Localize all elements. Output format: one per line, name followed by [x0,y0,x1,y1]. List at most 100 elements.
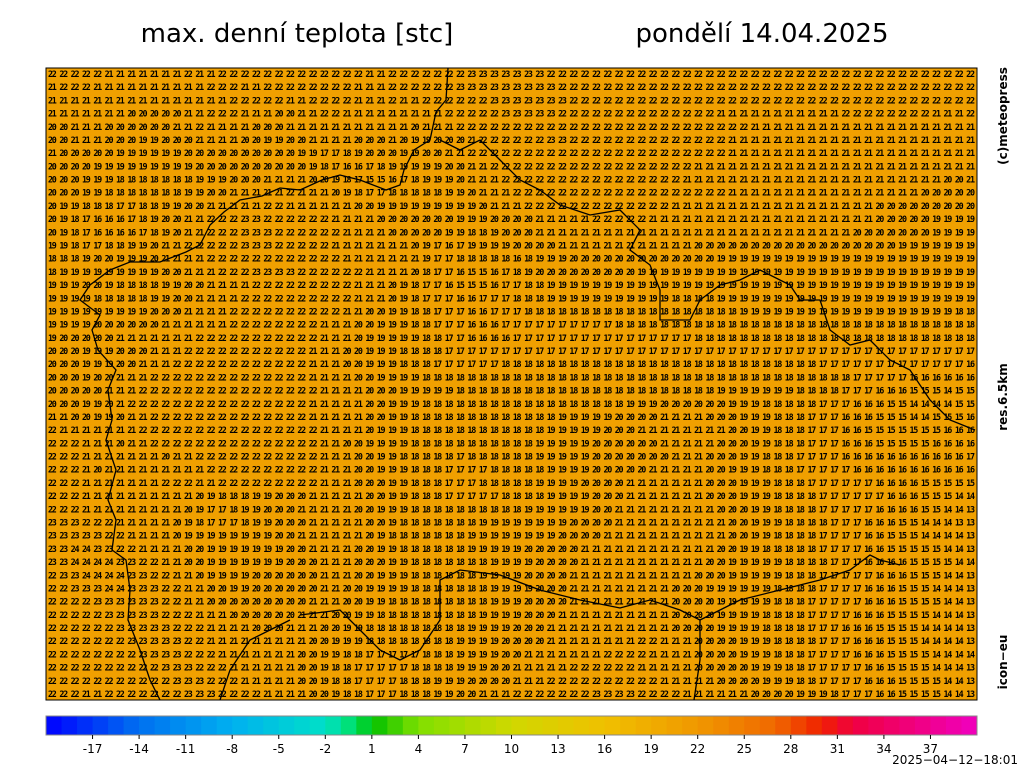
value-row: 20 20 20 19 19 20 21 22 22 22 22 22 22 2… [48,399,975,409]
value-row: 22 22 22 22 22 21 21 21 21 21 21 21 22 2… [48,69,975,79]
colorbar-cell [340,716,357,735]
colorbar-cell [744,716,761,735]
value-row: 19 20 20 20 20 20 21 21 21 21 21 21 21 2… [48,333,975,343]
map-title: max. denní teplota [stc] [141,19,454,49]
value-row: 20 20 21 21 21 20 20 20 19 19 20 20 20 2… [48,135,975,145]
colorbar-cell [170,716,187,735]
value-row: 22 22 22 21 21 21 21 21 21 21 21 21 20 1… [48,504,975,514]
colorbar-cell [278,716,295,735]
colorbar-cell [185,716,202,735]
value-row: 22 22 22 22 22 22 22 22 22 22 22 23 23 2… [48,676,975,686]
value-row: 22 22 22 21 21 21 21 21 21 21 22 22 22 2… [48,478,975,488]
side-label: (c)meteopress [996,67,1010,165]
value-row: 20 20 20 20 20 21 21 21 22 22 22 22 22 2… [48,386,975,396]
value-row: 22 22 22 21 20 21 21 21 21 21 21 21 21 2… [48,465,975,475]
colorbar-tick-label: -11 [176,742,196,756]
colorbar-tick-label: 13 [550,742,565,756]
colorbar-cell [930,716,947,735]
colorbar-tick-label: 34 [876,742,891,756]
colorbar-cell [495,716,512,735]
value-row: 20 20 20 19 19 18 18 18 18 18 18 18 19 1… [48,188,975,198]
colorbar-cell [247,716,264,735]
colorbar-cell [77,716,94,735]
value-row: 20 20 20 19 20 20 21 21 21 22 22 22 22 2… [48,372,975,382]
colorbar-cell [713,716,730,735]
value-row: 18 18 18 19 20 20 19 19 19 20 21 21 21 2… [48,254,975,264]
border-line [439,139,976,431]
value-row: 22 22 22 21 21 21 21 21 21 21 20 21 21 2… [48,452,975,462]
colorbar-cell [852,716,869,735]
value-row: 19 19 19 19 18 18 18 18 18 19 19 20 20 2… [48,293,975,303]
colorbar-cell [806,716,823,735]
value-row: 22 22 22 21 21 21 20 21 21 22 22 22 22 2… [48,438,975,448]
value-row: 20 19 18 17 16 16 16 17 18 19 20 20 21 2… [48,214,975,224]
colorbar-cell [868,716,885,735]
colorbar-cell [542,716,559,735]
value-row: 18 19 19 19 19 19 19 19 19 19 20 20 21 2… [48,267,975,277]
colorbar-cell [899,716,916,735]
colorbar-cell [790,716,807,735]
value-row: 20 20 20 19 19 19 20 20 21 21 21 22 22 2… [48,359,975,369]
colorbar-cell [682,716,699,735]
colorbar-cell [433,716,450,735]
value-row: 20 19 19 18 18 18 17 17 18 18 19 19 20 2… [48,201,975,211]
colorbar-cell [402,716,419,735]
value-row: 21 21 21 21 21 21 21 20 20 20 20 20 21 2… [48,109,975,119]
value-row: 21 20 20 20 20 20 19 19 19 19 19 19 20 2… [48,148,975,158]
colorbar-tick-label: -8 [226,742,238,756]
colorbar-cell [371,716,388,735]
value-row: 22 22 22 22 22 22 22 22 22 22 23 23 23 2… [48,663,975,673]
borders [79,68,976,700]
colorbar-cell [139,716,156,735]
timestamp: 2025−04−12−18:01 [892,753,1018,767]
border-line [699,554,901,621]
value-row: 22 22 22 22 22 22 22 22 23 23 23 23 22 2… [48,649,975,659]
colorbar-cell [775,716,792,735]
colorbar-tick-label: -2 [319,742,331,756]
value-row: 20 20 20 19 19 19 18 18 18 18 18 18 18 1… [48,175,975,185]
value-row: 20 19 18 17 16 16 16 16 17 18 19 20 21 2… [48,227,975,237]
value-row: 20 20 20 19 19 19 20 20 20 21 21 21 22 2… [48,346,975,356]
colorbar-cell [263,716,280,735]
colorbar-cell [945,716,962,735]
colorbar-cell [123,716,140,735]
colorbar-cell [325,716,342,735]
value-row: 23 23 24 24 23 23 22 22 21 21 21 21 20 2… [48,544,975,554]
colorbar-cell [914,716,931,735]
value-row: 21 22 22 22 21 21 21 21 21 21 21 21 21 2… [48,82,975,92]
side-label: icon−eu [996,635,1010,690]
value-row: 21 21 21 21 21 21 21 21 21 21 21 21 21 2… [48,95,975,105]
colorbar-tick-label: 19 [644,742,659,756]
colorbar-cell [883,716,900,735]
colorbar-tick-label: 4 [415,742,423,756]
colorbar-tick-label: 28 [783,742,798,756]
value-row: 19 19 18 17 17 18 18 19 19 20 21 21 22 2… [48,240,975,250]
colorbar-cell [418,716,435,735]
colorbar-cell [387,716,404,735]
colorbar-cell [759,716,776,735]
value-row: 22 22 23 23 23 24 24 23 23 23 22 22 21 2… [48,583,975,593]
colorbar-tick-label: 25 [737,742,752,756]
map-frame [45,67,978,701]
colorbar-cell [697,716,714,735]
colorbar-tick-label: -17 [83,742,103,756]
colorbar-tick-label: 1 [368,742,376,756]
value-row: 23 23 23 23 23 22 22 21 21 21 21 20 19 1… [48,531,975,541]
value-row: 19 19 19 20 20 19 18 18 18 18 19 19 20 2… [48,280,975,290]
colorbar-cell [61,716,78,735]
value-row: 22 22 22 21 21 21 21 21 21 21 21 21 21 2… [48,491,975,501]
map-date: pondělí 14.04.2025 [636,19,889,49]
colorbar-cell [356,716,373,735]
colorbar-cell [46,716,63,735]
colorbar-cell [480,716,497,735]
colorbar-tick-label: 7 [461,742,469,756]
border-line [79,68,449,700]
value-row: 19 19 19 19 20 20 20 20 20 20 21 21 21 2… [48,320,975,330]
colorbar-tick-label: 37 [923,742,938,756]
value-row: 20 20 21 21 21 20 20 20 20 20 20 21 21 2… [48,122,975,132]
colorbar-cell [837,716,854,735]
value-row: 22 21 21 21 21 21 21 21 22 22 22 22 22 2… [48,425,975,435]
colorbar-cell [154,716,171,735]
colorbar-cell [216,716,233,735]
colorbar-cell [108,716,125,735]
